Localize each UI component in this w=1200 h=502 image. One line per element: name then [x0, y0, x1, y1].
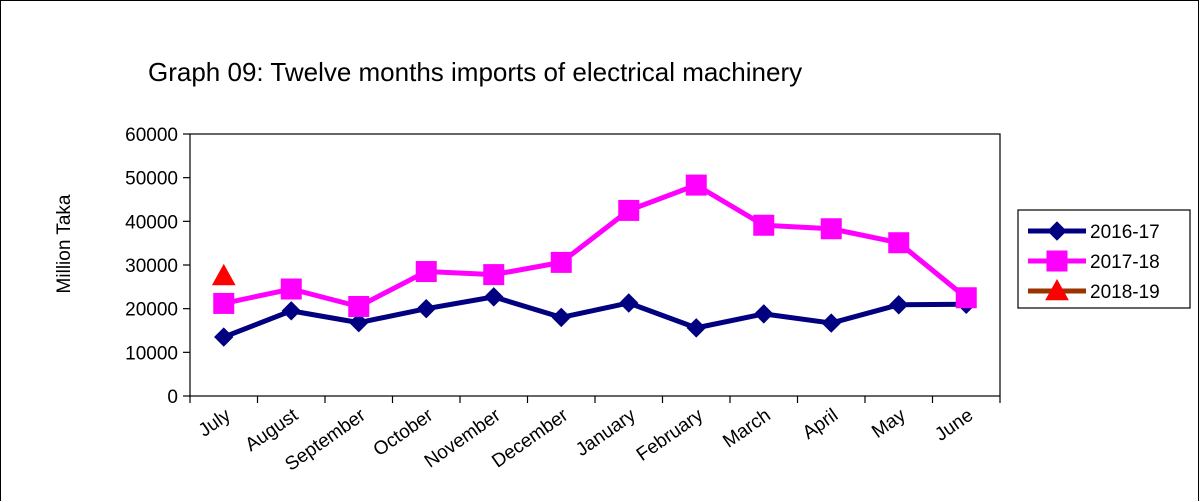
legend-marker: [1045, 278, 1069, 301]
x-tick-label: May: [868, 405, 910, 443]
legend-label: 2016-17: [1090, 222, 1160, 243]
data-point-2016-17: [349, 312, 369, 333]
x-tick-label: December: [488, 405, 572, 473]
data-point-2016-17: [214, 327, 234, 347]
data-point-2017-18: [483, 264, 505, 286]
data-point-2017-18: [618, 199, 640, 221]
y-tick-label: 40000: [125, 212, 178, 233]
series-line-2016-17: [222, 294, 967, 340]
data-point-2017-18: [753, 214, 775, 236]
series-line-2017-18: [223, 182, 968, 309]
data-point-2016-17: [551, 307, 571, 328]
data-point-2017-18: [820, 218, 842, 240]
y-tick-label: 30000: [125, 256, 178, 277]
data-point-2016-17: [686, 318, 706, 338]
y-axis-label: Million Taka: [54, 194, 75, 293]
x-tick-label: March: [719, 405, 774, 452]
data-point-2016-17: [821, 313, 841, 333]
plot-area: 0 10000 20000 30000 40000 50000 60000 July Augus…: [125, 125, 1001, 475]
data-point-2017-18: [415, 261, 437, 283]
x-tick-label: January: [572, 405, 640, 461]
data-point-2018-19: [211, 263, 236, 286]
data-point-2016-17: [484, 287, 504, 307]
legend: 2016-17 2017-18 2018-19: [1017, 209, 1191, 309]
plot-border: [189, 133, 1001, 397]
data-point-2017-18: [955, 287, 977, 309]
data-point-2017-18: [213, 292, 235, 314]
data-point-2017-18: [685, 174, 707, 196]
data-point-2017-18: [348, 295, 370, 317]
y-tick-label: 0: [167, 387, 178, 408]
data-point-2017-18: [550, 251, 572, 273]
y-tick-label: 10000: [125, 343, 178, 364]
x-tick-label: August: [242, 404, 303, 456]
data-point-2016-17: [416, 298, 436, 319]
data-point-2016-17: [619, 293, 639, 313]
chart-title: Graph 09: Twelve months imports of elect…: [148, 57, 802, 87]
x-tick-label: April: [799, 405, 842, 444]
data-point-2016-17: [889, 295, 909, 315]
legend-marker: [1047, 221, 1067, 241]
data-point-2016-17: [281, 301, 301, 321]
legend-label: 2018-19: [1090, 282, 1160, 303]
y-tick-label: 20000: [125, 300, 178, 321]
y-tick-label: 50000: [125, 169, 178, 190]
x-tick-label: February: [633, 405, 708, 466]
data-point-2016-17: [754, 304, 774, 324]
y-tick-label: 60000: [125, 125, 178, 146]
data-point-2017-18: [888, 232, 910, 254]
data-point-2017-18: [280, 278, 302, 300]
legend-label: 2017-18: [1090, 252, 1160, 273]
x-tick-label: July: [195, 405, 235, 442]
legend-marker: [1046, 250, 1068, 272]
x-tick-label: June: [931, 405, 977, 446]
